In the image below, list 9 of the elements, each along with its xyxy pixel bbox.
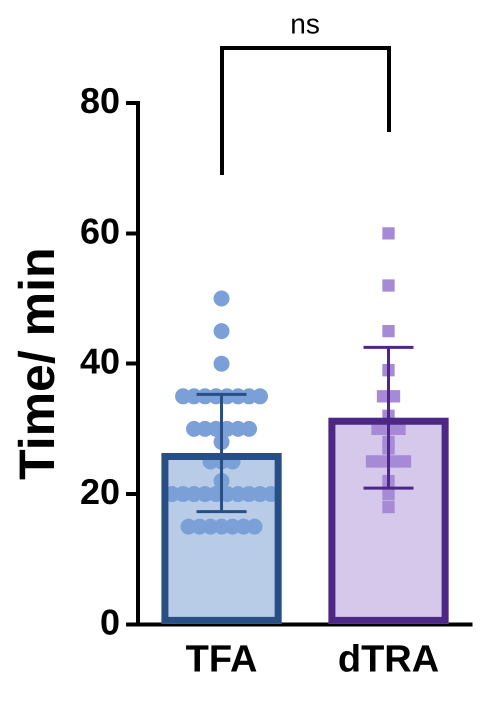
y-tick-label: 20 xyxy=(80,470,120,512)
y-tick-label: 60 xyxy=(80,210,120,252)
x-tick-label: dTRA xyxy=(338,638,440,681)
y-tick-label: 40 xyxy=(80,340,120,382)
y-tick-label: 80 xyxy=(80,80,120,121)
x-tick-label: TFA xyxy=(186,638,258,681)
text: ns xyxy=(290,8,320,40)
y-tick-label: 0 xyxy=(100,601,120,642)
y-axis-title: Time/ min xyxy=(8,247,65,480)
